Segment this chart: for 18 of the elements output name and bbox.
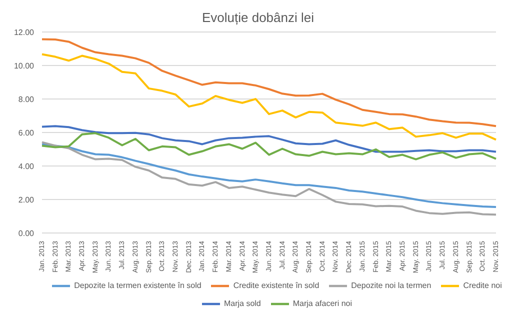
y-tick-label: 10.00 [14, 61, 35, 70]
y-tick-label: 0.00 [18, 228, 35, 238]
legend-label: Credite noi [463, 281, 502, 290]
line-series [41, 38, 497, 128]
legend-label: Depozite noi la termen [351, 281, 432, 290]
y-tick-label: 6.00 [18, 128, 35, 138]
line-series [41, 132, 497, 160]
legend-label: Marja afaceri noi [292, 299, 352, 308]
legend-label: Credite existente în sold [233, 281, 320, 290]
y-tick-label: 8.00 [18, 94, 35, 104]
chart-title: Evoluție dobânzi lei [200, 9, 316, 27]
y-tick-label: 4.00 [18, 162, 35, 171]
line-series [41, 53, 497, 141]
y-tick-label: 2.00 [18, 195, 35, 204]
legend-label: Depozite la termen existente în sold [74, 281, 202, 290]
legend-label: Marja sold [224, 299, 261, 308]
y-tick-label: 12.00 [14, 28, 35, 37]
line-series [41, 125, 497, 153]
